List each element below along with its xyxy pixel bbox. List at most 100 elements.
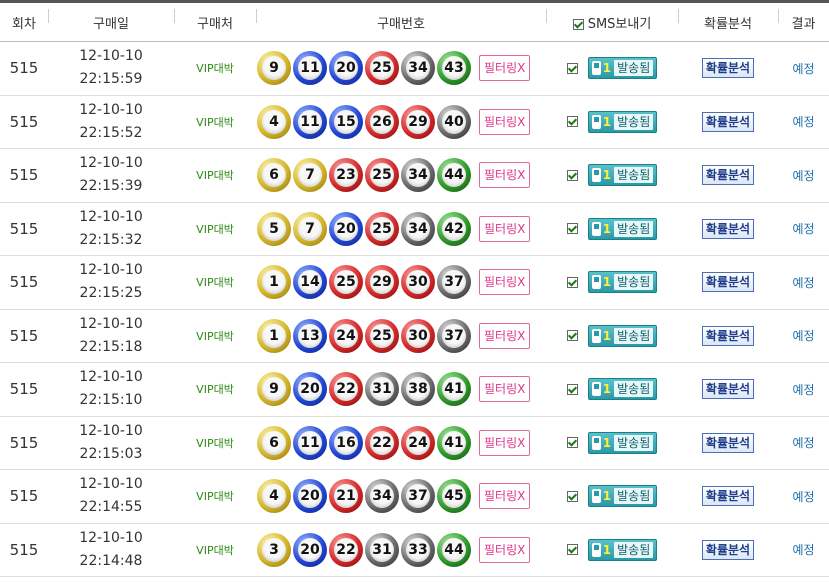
purchase-time: 22:14:48	[79, 552, 143, 569]
date-cell: 12-10-10 22:15:10	[48, 366, 174, 412]
sms-checkbox[interactable]	[566, 490, 578, 502]
sms-sent-button[interactable]: 1 발송됨	[587, 431, 658, 454]
filter-button[interactable]: 필터링X	[479, 108, 531, 135]
sms-checkbox[interactable]	[566, 116, 578, 128]
table-row: 515 12-10-10 22:15:25 VIP대박 1 14 25 29 30 37 …	[0, 256, 829, 310]
lotto-ball-number: 41	[442, 377, 466, 402]
lotto-ball-number: 25	[334, 270, 358, 295]
store-cell: VIP대박	[196, 62, 234, 76]
purchase-date: 12-10-10	[79, 155, 143, 172]
sms-sent-button[interactable]: 1 발송됨	[587, 217, 658, 240]
table-row: 515 12-10-10 22:14:48 VIP대박 3 20 22 31 33 44 …	[0, 524, 829, 577]
lotto-ball: 1	[257, 318, 291, 353]
sms-checkbox[interactable]	[566, 223, 578, 235]
sms-sent-button[interactable]: 1 발송됨	[587, 110, 658, 133]
sms-sent-button[interactable]: 1 발송됨	[587, 324, 658, 347]
lotto-ball: 9	[257, 51, 291, 86]
sms-checkbox[interactable]	[566, 169, 578, 181]
phone-icon	[591, 542, 601, 557]
lotto-ball-number: 9	[262, 377, 286, 402]
table-row: 515 12-10-10 22:15:59 VIP대박 9 11 20 25 34 43 …	[0, 42, 829, 96]
sms-sent-button[interactable]: 1 발송됨	[587, 378, 658, 401]
date-cell: 12-10-10 22:15:59	[48, 45, 174, 91]
probability-analysis-button[interactable]: 확률분석	[701, 111, 755, 132]
probability-analysis-button[interactable]: 확률분석	[701, 325, 755, 346]
header-store: 구매처	[174, 8, 256, 32]
probability-analysis-button[interactable]: 확률분석	[701, 539, 755, 560]
filter-button[interactable]: 필터링X	[479, 536, 531, 563]
lotto-ball-number: 6	[262, 430, 286, 455]
round-cell: 515	[9, 112, 39, 131]
purchase-date: 12-10-10	[79, 208, 143, 225]
filter-button[interactable]: 필터링X	[479, 215, 531, 242]
lotto-ball: 33	[401, 532, 435, 567]
sms-checkbox[interactable]	[566, 62, 578, 74]
header-sms-label: SMS보내기	[587, 16, 652, 32]
result-cell[interactable]: 예정	[792, 275, 815, 290]
sms-checkbox[interactable]	[566, 383, 578, 395]
sms-sent-button[interactable]: 1 발송됨	[587, 271, 658, 294]
sms-cell: 1 발송됨	[546, 57, 678, 80]
phone-icon	[591, 61, 601, 76]
lotto-ball: 22	[329, 372, 363, 407]
filter-button[interactable]: 필터링X	[479, 55, 531, 82]
table-body: 515 12-10-10 22:15:59 VIP대박 9 11 20 25 34 43 …	[0, 42, 829, 577]
result-cell[interactable]: 예정	[792, 115, 815, 130]
sms-sent-button[interactable]: 1 발송됨	[587, 485, 658, 508]
lotto-ball-number: 44	[442, 163, 466, 188]
result-cell[interactable]: 예정	[792, 222, 815, 237]
date-cell: 12-10-10 22:15:03	[48, 420, 174, 466]
probability-analysis-button[interactable]: 확률분석	[701, 58, 755, 79]
sms-sent-label: 발송됨	[614, 541, 654, 558]
purchase-time: 22:15:52	[79, 124, 143, 141]
sms-sent-button[interactable]: 1 발송됨	[587, 538, 658, 561]
numbers-cell: 1 14 25 29 30 37 필터링X	[256, 265, 546, 300]
sms-sent-button[interactable]: 1 발송됨	[587, 164, 658, 187]
result-cell[interactable]: 예정	[792, 382, 815, 397]
probability-analysis-button[interactable]: 확률분석	[701, 218, 755, 239]
purchase-time: 22:15:59	[79, 71, 143, 88]
sms-checkbox[interactable]	[566, 330, 578, 342]
probability-analysis-button[interactable]: 확률분석	[701, 272, 755, 293]
table-row: 515 12-10-10 22:15:52 VIP대박 4 11 15 26 29 40 …	[0, 96, 829, 149]
date-cell: 12-10-10 22:15:52	[48, 99, 174, 145]
phone-icon	[591, 114, 601, 129]
lotto-ball: 24	[329, 318, 363, 353]
header-date: 구매일	[48, 8, 174, 32]
result-cell[interactable]: 예정	[792, 168, 815, 183]
result-cell[interactable]: 예정	[792, 436, 815, 451]
result-cell[interactable]: 예정	[792, 489, 815, 504]
result-cell[interactable]: 예정	[792, 61, 815, 76]
result-cell[interactable]: 예정	[792, 329, 815, 344]
probability-analysis-button[interactable]: 확률분석	[701, 486, 755, 507]
filter-button[interactable]: 필터링X	[479, 322, 531, 349]
sms-sent-label: 발송됨	[614, 434, 654, 451]
lotto-ball-number: 24	[334, 323, 358, 348]
lotto-ball: 43	[437, 51, 471, 86]
probability-analysis-button[interactable]: 확률분석	[701, 432, 755, 453]
probability-analysis-button[interactable]: 확률분석	[701, 165, 755, 186]
lotto-ball-number: 34	[370, 484, 394, 509]
header-sms: SMS보내기	[546, 8, 678, 32]
result-cell[interactable]: 예정	[792, 543, 815, 558]
store-cell: VIP대박	[196, 329, 234, 343]
filter-button[interactable]: 필터링X	[479, 269, 531, 296]
sms-select-all-checkbox[interactable]	[572, 18, 584, 30]
sms-cell: 1 발송됨	[546, 164, 678, 187]
lotto-ball: 3	[257, 532, 291, 567]
sms-checkbox[interactable]	[566, 437, 578, 449]
sms-sent-button[interactable]: 1 발송됨	[587, 57, 658, 80]
lotto-ball: 25	[365, 211, 399, 246]
lotto-ball: 15	[329, 104, 363, 139]
filter-button[interactable]: 필터링X	[479, 483, 531, 510]
filter-button[interactable]: 필터링X	[479, 429, 531, 456]
lotto-ball: 14	[293, 265, 327, 300]
sms-cell: 1 발송됨	[546, 538, 678, 561]
sms-checkbox[interactable]	[566, 276, 578, 288]
sms-checkbox[interactable]	[566, 544, 578, 556]
filter-button[interactable]: 필터링X	[479, 162, 531, 189]
filter-button[interactable]: 필터링X	[479, 376, 531, 403]
probability-analysis-button[interactable]: 확률분석	[701, 379, 755, 400]
lotto-ball: 37	[437, 265, 471, 300]
lotto-ball: 20	[293, 479, 327, 514]
